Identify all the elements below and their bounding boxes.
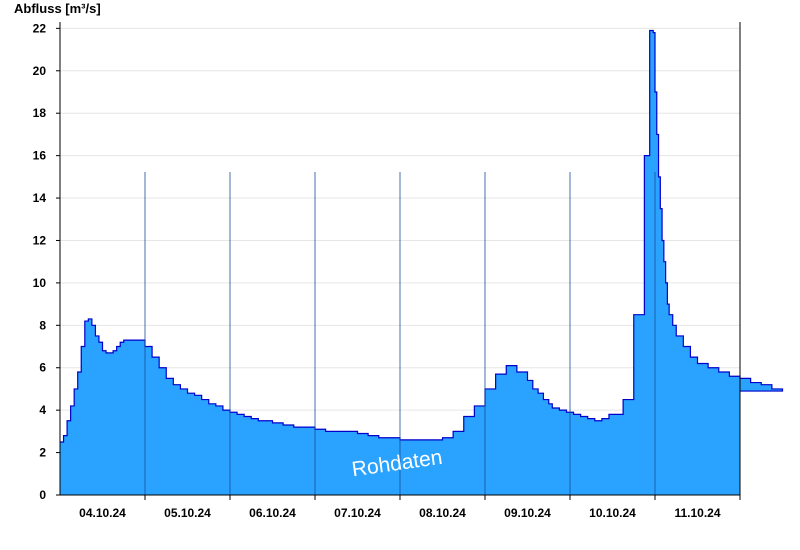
- y-tick-label: 4: [39, 403, 46, 417]
- y-tick-label: 20: [33, 64, 47, 78]
- x-tick-label: 04.10.24: [79, 506, 126, 520]
- day-divider-lines: [144, 172, 656, 495]
- y-tick-label: 16: [33, 149, 47, 163]
- y-tick-label: 2: [39, 446, 46, 460]
- x-tick-label: 05.10.24: [164, 506, 211, 520]
- x-tick-labels: 04.10.24 05.10.24 06.10.24 07.10.24 08.10.24…: [79, 506, 721, 520]
- y-tick-label: 0: [39, 488, 46, 502]
- y-tick-label: 12: [33, 233, 47, 247]
- axes: [59, 22, 741, 500]
- x-tick-label: 08.10.24: [419, 506, 466, 520]
- x-tick-label: 10.10.24: [589, 506, 636, 520]
- x-tick-label: 07.10.24: [334, 506, 381, 520]
- discharge-area: [60, 29, 784, 495]
- y-tick-labels: 0 2 4 6 8 10 12 14 16 18 20 22: [33, 21, 60, 502]
- x-tick-label: 11.10.24: [674, 506, 720, 520]
- y-tick-label: 22: [33, 21, 47, 35]
- y-tick-label: 18: [33, 106, 47, 120]
- y-tick-label: 14: [33, 191, 47, 205]
- y-tick-label: 6: [39, 361, 46, 375]
- x-tick-label: 09.10.24: [504, 506, 551, 520]
- y-tick-label: 10: [33, 276, 47, 290]
- x-tick-label: 06.10.24: [249, 506, 296, 520]
- discharge-line: [60, 29, 784, 443]
- discharge-fill: [60, 30, 783, 495]
- y-axis-title: Abfluss [m³/s]: [14, 1, 101, 16]
- y-tick-label: 8: [39, 318, 46, 332]
